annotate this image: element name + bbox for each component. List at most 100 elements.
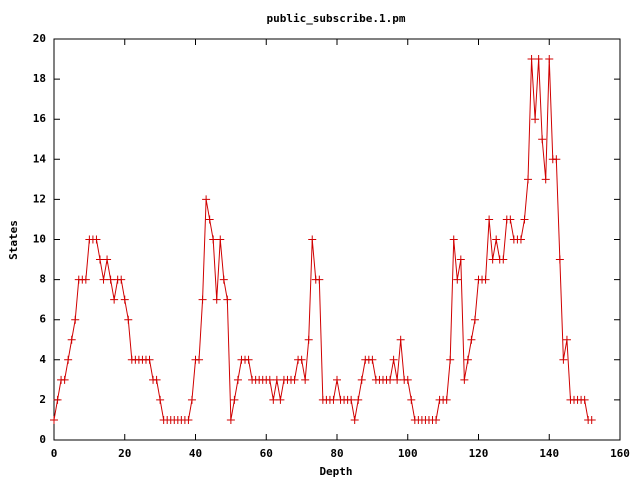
y-tick-label: 4	[39, 353, 46, 366]
data-point	[552, 155, 561, 164]
data-point	[368, 355, 377, 364]
data-point	[470, 315, 479, 324]
data-point	[202, 195, 211, 204]
y-tick-label: 20	[33, 32, 46, 45]
data-point	[315, 275, 324, 284]
data-point	[485, 215, 494, 224]
data-point	[198, 295, 207, 304]
data-point	[265, 375, 274, 384]
data-point	[393, 375, 402, 384]
data-point	[71, 315, 80, 324]
data-point	[187, 395, 196, 404]
x-tick-label: 140	[539, 447, 559, 460]
data-point	[53, 395, 62, 404]
data-point	[304, 335, 313, 344]
data-point	[219, 275, 228, 284]
data-point	[67, 335, 76, 344]
data-point	[467, 335, 476, 344]
data-point	[276, 395, 285, 404]
data-point	[520, 215, 529, 224]
data-point	[456, 255, 465, 264]
data-point	[308, 235, 317, 244]
data-point	[290, 375, 299, 384]
data-point	[531, 115, 540, 124]
x-tick-label: 0	[51, 447, 58, 460]
data-point	[516, 235, 525, 244]
data-point	[396, 335, 405, 344]
data-point	[60, 375, 69, 384]
y-tick-label: 10	[33, 233, 46, 246]
data-point	[124, 315, 133, 324]
data-point	[449, 235, 458, 244]
data-point	[499, 255, 508, 264]
data-point	[432, 415, 441, 424]
data-point	[329, 395, 338, 404]
data-point	[587, 415, 596, 424]
data-point	[460, 375, 469, 384]
data-point	[481, 275, 490, 284]
data-point	[95, 255, 104, 264]
data-point	[534, 55, 543, 64]
data-point	[506, 215, 515, 224]
data-point	[152, 375, 161, 384]
y-tick-label: 8	[39, 273, 46, 286]
data-point	[524, 175, 533, 184]
data-point	[541, 175, 550, 184]
data-point	[244, 355, 253, 364]
x-axis-label: Depth	[319, 465, 352, 478]
data-point	[269, 395, 278, 404]
y-tick-label: 0	[39, 433, 46, 446]
data-point	[184, 415, 193, 424]
data-point	[106, 275, 115, 284]
data-point	[209, 235, 218, 244]
data-point	[463, 355, 472, 364]
data-point	[580, 395, 589, 404]
chart-title: public_subscribe.1.pm	[266, 12, 405, 25]
x-tick-label: 160	[610, 447, 630, 460]
y-tick-label: 18	[33, 72, 46, 85]
data-point	[156, 395, 165, 404]
data-point	[545, 55, 554, 64]
data-point	[488, 255, 497, 264]
data-point	[64, 355, 73, 364]
x-tick-label: 40	[189, 447, 202, 460]
data-point	[205, 215, 214, 224]
data-point	[81, 275, 90, 284]
data-point	[92, 235, 101, 244]
y-tick-label: 6	[39, 313, 46, 326]
data-point	[216, 235, 225, 244]
data-point	[492, 235, 501, 244]
data-point	[195, 355, 204, 364]
data-point	[230, 395, 239, 404]
data-point	[389, 355, 398, 364]
data-point	[538, 135, 547, 144]
data-point	[354, 395, 363, 404]
y-axis-label: States	[7, 220, 20, 260]
data-point	[350, 415, 359, 424]
data-point	[223, 295, 232, 304]
data-point	[212, 295, 221, 304]
data-point	[347, 395, 356, 404]
x-tick-label: 20	[118, 447, 131, 460]
y-tick-label: 12	[33, 192, 46, 205]
data-point	[233, 375, 242, 384]
data-point	[120, 295, 129, 304]
data-point	[297, 355, 306, 364]
data-point	[555, 255, 564, 264]
x-tick-label: 100	[398, 447, 418, 460]
y-tick-label: 14	[33, 152, 47, 165]
data-point	[403, 375, 412, 384]
data-point	[301, 375, 310, 384]
data-point	[562, 335, 571, 344]
data-point	[527, 55, 536, 64]
data-point	[386, 375, 395, 384]
x-tick-label: 80	[330, 447, 343, 460]
data-point	[446, 355, 455, 364]
data-point	[50, 415, 58, 424]
data-point	[272, 375, 281, 384]
data-point	[117, 275, 126, 284]
data-point	[110, 295, 119, 304]
x-tick-label: 120	[469, 447, 489, 460]
x-tick-label: 60	[260, 447, 273, 460]
